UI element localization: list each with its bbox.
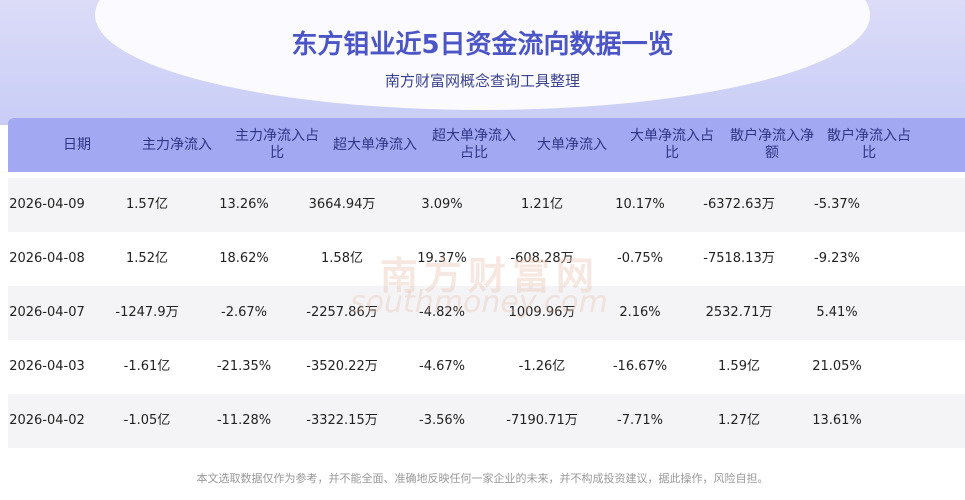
table-row: 2026-04-09 1.57亿 13.26% 3664.94万 3.09% 1.21亿 1…: [8, 178, 965, 232]
table-row: 2026-04-08 1.52亿 18.62% 1.58亿 19.37% -608.28万…: [8, 232, 965, 286]
table-cell: 1.21亿: [521, 197, 563, 212]
table-cell: -5.37%: [814, 197, 860, 212]
table-cell: 3664.94万: [308, 197, 376, 212]
table-cell: 19.37%: [417, 251, 467, 266]
table-cell: -7190.71万: [506, 413, 578, 428]
table-cell: 2026-04-03: [9, 359, 85, 374]
table-cell: -4.67%: [419, 359, 465, 374]
table-cell: -3322.15万: [306, 413, 378, 428]
column-header: 主力净流入: [142, 136, 212, 153]
footer: 本文选取数据仅作为参考，并不能全面、准确地反映任何一家企业的未来，并不构成投资建…: [196, 472, 769, 485]
title: 东方钼业近5日资金流向数据一览: [291, 30, 674, 60]
table-cell: 13.61%: [812, 413, 862, 428]
table-cell: -2.67%: [221, 305, 267, 320]
table-cell: 1.57亿: [126, 197, 168, 212]
table-cell: -3520.22万: [306, 359, 378, 374]
table-cell: 18.62%: [219, 251, 269, 266]
table-cell: -1.61亿: [123, 359, 171, 374]
table-cell: -21.35%: [216, 359, 272, 374]
table-cell: 2026-04-02: [9, 413, 85, 428]
table-cell: 2026-04-09: [9, 197, 85, 212]
subtitle: 南方财富网概念查询工具整理: [384, 72, 580, 90]
column-header: 大单净流入占比: [630, 128, 714, 161]
table-cell: 3.09%: [421, 197, 463, 212]
table-cell: 13.26%: [219, 197, 269, 212]
table-cell: 1.58亿: [321, 251, 363, 266]
table-cell: 2.16%: [619, 305, 661, 320]
table-cell: 2026-04-08: [9, 251, 85, 266]
table-cell: -1.05亿: [123, 413, 171, 428]
table-cell: 10.17%: [615, 197, 665, 212]
table-cell: -16.67%: [612, 359, 668, 374]
table-cell: 1.52亿: [126, 251, 168, 266]
table-cell: 21.05%: [812, 359, 862, 374]
watermark: 南方财富网: [380, 254, 601, 298]
banner: [0, 0, 965, 125]
table-cell: -11.28%: [216, 413, 272, 428]
table-cell: -1247.9万: [115, 305, 179, 320]
column-header: 大单净流入: [537, 136, 607, 153]
column-header: 散户净流入占比: [827, 128, 911, 161]
watermark: southmoney.com: [350, 285, 608, 320]
column-header: 超大单净流入占比: [432, 128, 516, 161]
table-cell: 1009.96万: [508, 305, 576, 320]
table-row: 2026-04-02 -1.05亿 -11.28% -3322.15万 -3.56% -7…: [8, 394, 965, 448]
table-row: 2026-04-07 -1247.9万 -2.67% -2257.86万 -4.82% 1…: [8, 286, 965, 340]
table-cell: -1.26亿: [518, 359, 566, 374]
table-cell: -6372.63万: [703, 197, 775, 212]
table-cell: -3.56%: [419, 413, 465, 428]
table-cell: -9.23%: [814, 251, 860, 266]
table-cell: 2026-04-07: [9, 305, 85, 320]
column-header: 主力净流入占比: [235, 128, 319, 161]
table-cell: 2532.71万: [705, 305, 773, 320]
table-cell: -7518.13万: [703, 251, 775, 266]
column-header: 散户净流入净额: [730, 128, 814, 161]
table-cell: 5.41%: [816, 305, 858, 320]
table-cell: 1.59亿: [718, 359, 760, 374]
table-cell: -608.28万: [510, 251, 574, 266]
table-header: 日期 主力净流入 主力净流入占比 超大单净流入 超大单净流入占比 大单净流入 大单净流入占比…: [8, 118, 965, 172]
table-cell: 1.27亿: [718, 413, 760, 428]
column-header: 超大单净流入: [333, 136, 417, 153]
table-cell: -7.71%: [617, 413, 663, 428]
table-cell: -4.82%: [419, 305, 465, 320]
table-row: 2026-04-03 -1.61亿 -21.35% -3520.22万 -4.67% -1…: [8, 340, 965, 394]
table-cell: -0.75%: [617, 251, 663, 266]
column-header: 日期: [63, 136, 91, 153]
table-cell: -2257.86万: [306, 305, 378, 320]
